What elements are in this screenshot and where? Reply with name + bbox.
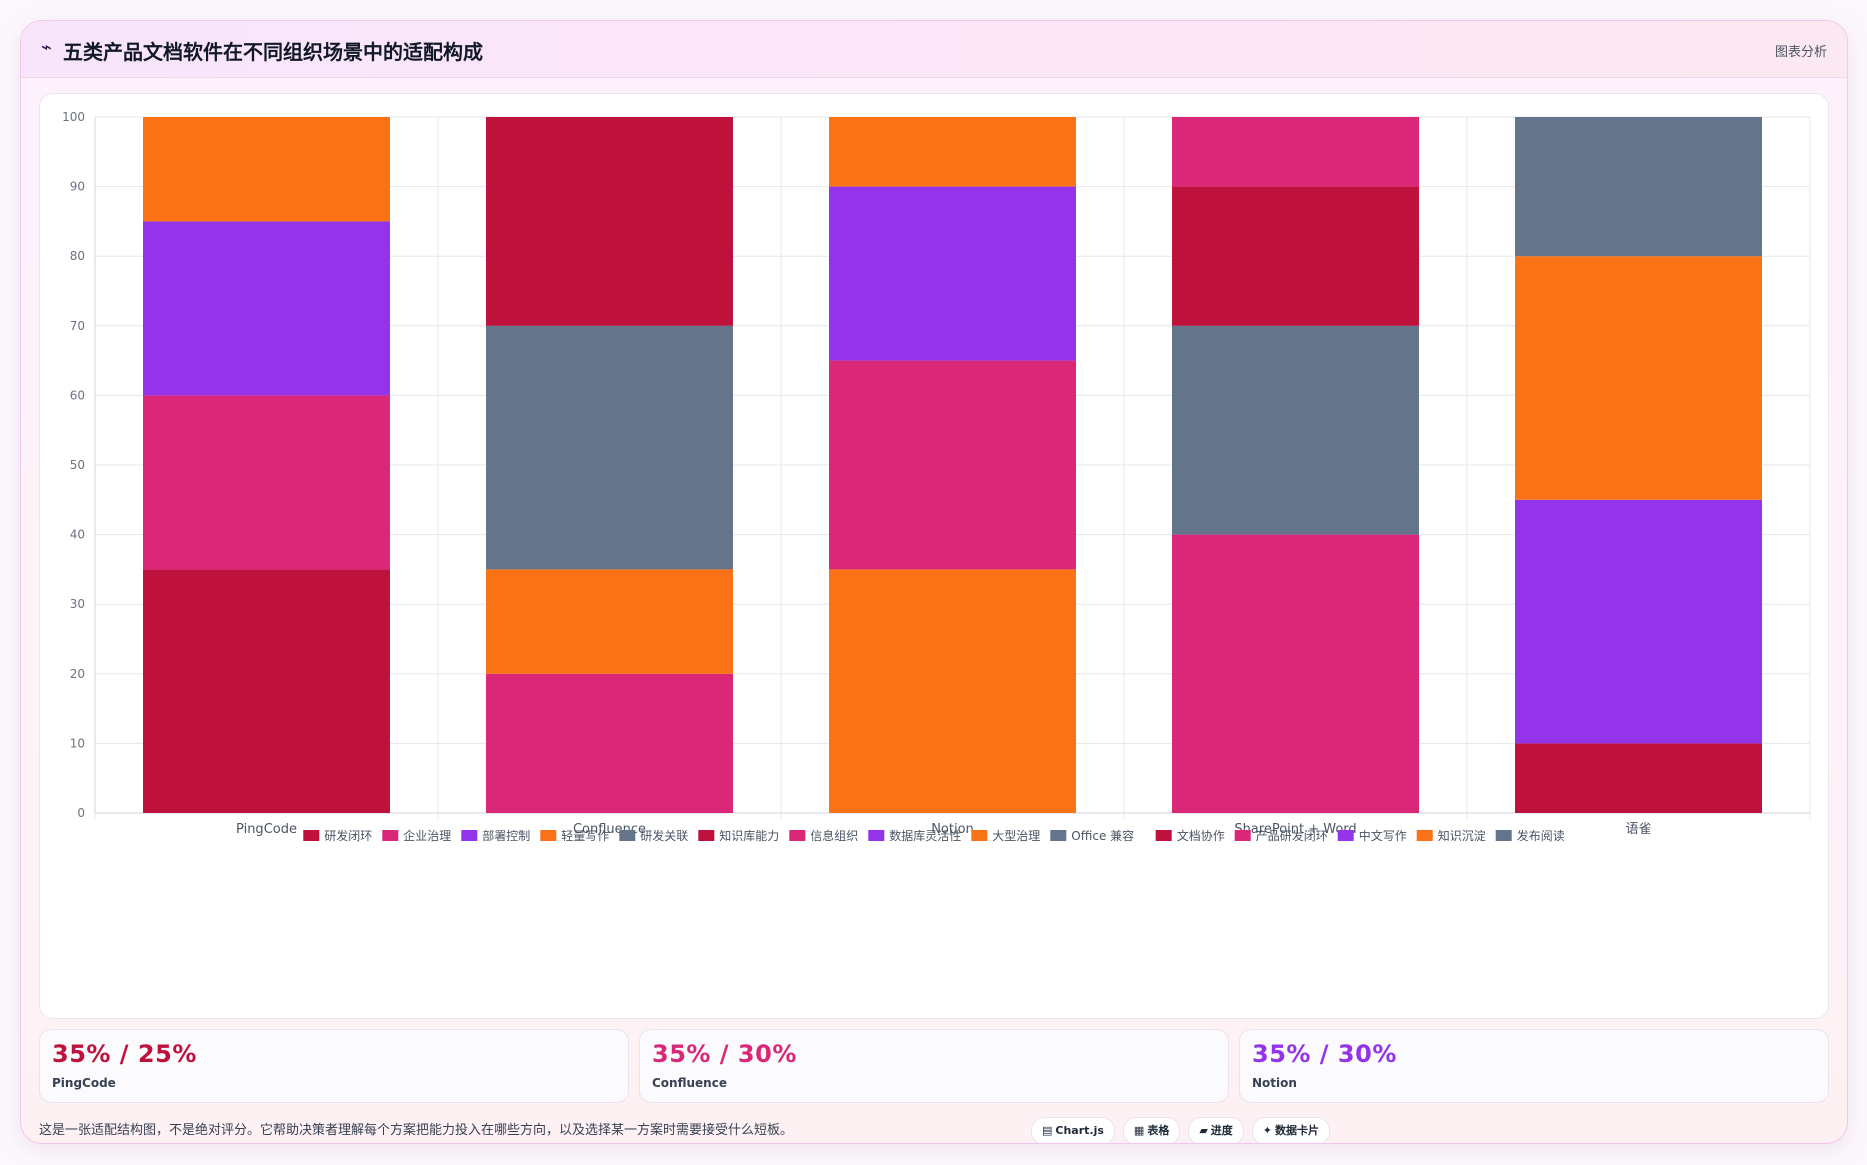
bar-segment — [829, 360, 1076, 570]
legend-label: 研发关联 — [640, 828, 688, 843]
legend-label: 知识库能力 — [719, 828, 779, 843]
kpi-value: 35% / 30% — [652, 1040, 797, 1068]
bar-segment — [1172, 325, 1419, 535]
y-tick-label: 80 — [70, 249, 85, 263]
legend-label: 文档协作 — [1177, 828, 1225, 843]
kpi-card-confluence: 35% / 30% Confluence — [639, 1029, 1229, 1103]
kpi-value: 35% / 30% — [1252, 1040, 1397, 1068]
legend-swatch — [789, 830, 806, 841]
legend-swatch — [1155, 830, 1172, 841]
y-tick-label: 60 — [70, 388, 85, 402]
bar-segment — [1515, 256, 1762, 500]
chip-label: 表格 — [1147, 1124, 1170, 1137]
legend-swatch — [971, 830, 988, 841]
y-tick-label: 20 — [70, 667, 85, 681]
table-icon: ▦ — [1133, 1124, 1145, 1137]
bar-segment — [1515, 117, 1762, 257]
legend-swatch — [303, 830, 320, 841]
kpi-label: Confluence — [652, 1076, 727, 1090]
chart-card: 0 10 20 30 40 50 60 70 80 90 100 PingCode Confluence… — [39, 93, 1829, 1019]
kpi-value: 35% / 25% — [52, 1040, 197, 1068]
bar-segment — [143, 221, 390, 396]
chart-icon: ▤ — [1042, 1124, 1053, 1137]
legend-label: 信息组织 — [810, 828, 858, 843]
legend-swatch — [1416, 830, 1433, 841]
legend-label: 大型治理 — [992, 829, 1040, 843]
legend-label: 知识沉淀 — [1438, 829, 1486, 843]
legend-label: 发布阅读 — [1517, 828, 1565, 843]
bar-segment — [486, 569, 733, 674]
bar-segment — [1515, 499, 1762, 744]
bar-segment — [143, 117, 390, 222]
bar-segment — [486, 325, 733, 570]
x-tick-label: Notion — [931, 822, 974, 837]
chip-data-card[interactable]: ✦ 数据卡片 — [1251, 1117, 1331, 1143]
legend-swatch — [461, 830, 478, 841]
y-tick-label: 0 — [77, 806, 85, 820]
bar-segment — [829, 186, 1076, 361]
bar-segment — [1515, 743, 1762, 813]
bar-segment — [1172, 186, 1419, 326]
chip-label: Chart.js — [1055, 1124, 1104, 1137]
x-tick-label: SharePoint + Word — [1234, 822, 1356, 837]
chip-chartjs[interactable]: ▤ Chart.js — [1031, 1117, 1115, 1143]
legend-label: 企业治理 — [403, 828, 451, 843]
bar-segment — [1172, 534, 1419, 813]
dashboard-panel: ⌁ 五类产品文档软件在不同组织场景中的适配构成 图表分析 0 10 20 30 40 50… — [20, 20, 1848, 1144]
legend-swatch — [540, 830, 557, 841]
legend-swatch — [1050, 830, 1067, 841]
chip-label: 进度 — [1210, 1124, 1233, 1137]
chip-table[interactable]: ▦ 表格 — [1122, 1117, 1181, 1143]
chart-logo-icon: ⌁ — [41, 37, 52, 58]
legend-swatch — [619, 830, 636, 841]
tech-chips: ▤ Chart.js ▦ 表格 ▰ 进度 ✦ 数据卡片 — [1031, 1117, 1331, 1143]
chip-label: 数据卡片 — [1275, 1124, 1320, 1137]
bar-segment — [829, 117, 1076, 187]
bar-segment — [486, 673, 733, 813]
legend-swatch — [1337, 830, 1354, 841]
legend-label: 研发闭环 — [324, 828, 372, 843]
bar-segment — [143, 395, 390, 570]
legend-label: 中文写作 — [1359, 828, 1407, 843]
legend-swatch — [1234, 830, 1251, 841]
footer-note: 这是一张适配结构图，不是绝对评分。它帮助决策者理解每个方案把能力投入在哪些方向，… — [39, 1123, 794, 1138]
bar-segment — [829, 569, 1076, 813]
kpi-label: PingCode — [52, 1076, 116, 1090]
header-tag[interactable]: 图表分析 — [1774, 45, 1827, 60]
legend-label: 部署控制 — [482, 828, 530, 843]
kpi-card-pingcode: 35% / 25% PingCode — [39, 1029, 629, 1103]
legend-swatch — [382, 830, 399, 841]
y-tick-label: 50 — [70, 458, 85, 472]
bar-segment — [486, 117, 733, 326]
kpi-card-notion: 35% / 30% Notion — [1239, 1029, 1829, 1103]
kpi-label: Notion — [1252, 1076, 1297, 1090]
y-tick-label: 30 — [70, 597, 85, 611]
x-tick-label: 语雀 — [1625, 822, 1651, 837]
chip-progress[interactable]: ▰ 进度 — [1188, 1117, 1244, 1143]
y-tick-label: 100 — [62, 110, 85, 124]
bar-segment — [1172, 117, 1419, 187]
legend-label: 数据库灵活性 — [889, 828, 961, 843]
y-tick-label: 70 — [70, 319, 85, 333]
page-title: 五类产品文档软件在不同组织场景中的适配构成 — [63, 40, 483, 64]
legend-swatch — [698, 830, 715, 841]
sparkle-icon: ✦ — [1262, 1124, 1273, 1137]
legend-swatch — [1495, 830, 1512, 841]
legend-label: 产品研发闭环 — [1256, 828, 1328, 843]
panel-header: ⌁ 五类产品文档软件在不同组织场景中的适配构成 图表分析 — [21, 21, 1847, 78]
legend-swatch — [868, 830, 885, 841]
legend-label: 轻量写作 — [561, 829, 609, 843]
progress-icon: ▰ — [1199, 1124, 1208, 1137]
legend-label: Office 兼容 — [1071, 828, 1134, 843]
bar-segment — [143, 569, 390, 813]
x-tick-label: PingCode — [236, 822, 297, 837]
y-tick-label: 10 — [70, 736, 85, 750]
y-tick-label: 90 — [70, 180, 85, 194]
y-tick-label: 40 — [70, 528, 85, 542]
